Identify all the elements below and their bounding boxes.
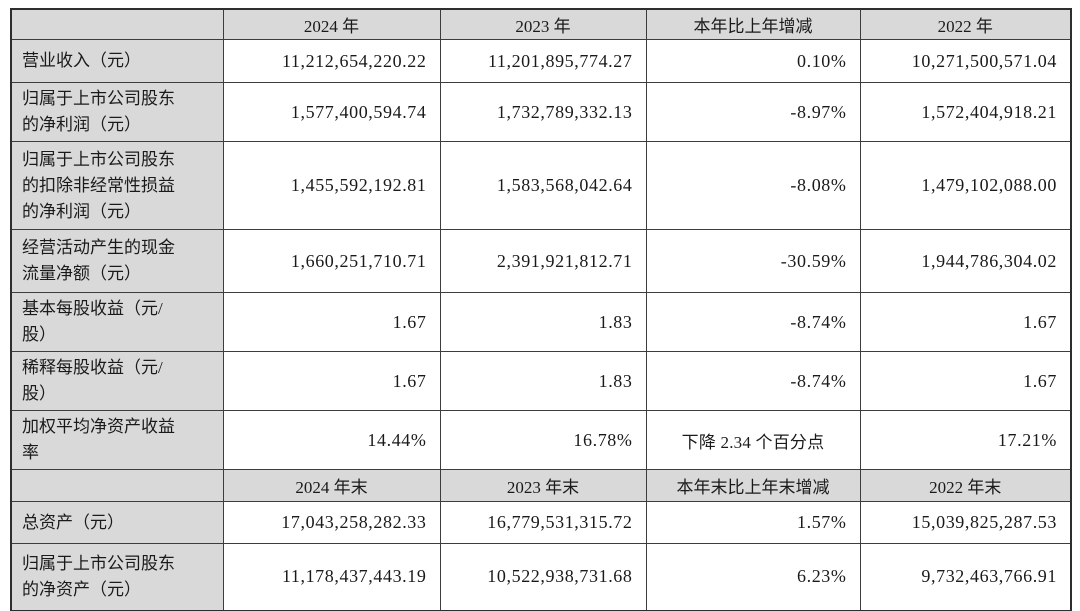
row-label: 归属于上市公司股东 的净资产（元） [10,543,224,611]
header-row-period-end: 2024 年末 2023 年末 本年末比上年末增减 2022 年末 [10,469,1072,502]
cell-change: 1.57% [645,501,861,544]
cell-2023: 16,779,531,315.72 [439,501,647,544]
row-label: 稀释每股收益（元/ 股） [10,351,224,411]
cell-2022: 17.21% [859,410,1072,470]
cell-2022: 15,039,825,287.53 [859,501,1072,544]
cell-change: -30.59% [645,229,861,293]
cell-change: -8.08% [645,141,861,230]
header-empty-cell [10,8,224,40]
cell-2022: 1.67 [859,351,1072,411]
cell-2024: 1,455,592,192.81 [222,141,441,230]
header-end-change: 本年末比上年末增减 [645,469,861,502]
financial-summary-table: 2024 年 2023 年 本年比上年增减 2022 年 营业收入（元） 11,… [10,8,1072,611]
cell-2024: 1.67 [222,351,441,411]
cell-2024: 17,043,258,282.33 [222,501,441,544]
row-label: 基本每股收益（元/ 股） [10,292,224,352]
header-row-annual: 2024 年 2023 年 本年比上年增减 2022 年 [10,8,1072,40]
cell-2024: 11,178,437,443.19 [222,543,441,611]
table-row-total-assets: 总资产（元） 17,043,258,282.33 16,779,531,315.… [10,501,1072,544]
row-label: 经营活动产生的现金 流量净额（元） [10,229,224,293]
table-row-weighted-avg-roe: 加权平均净资产收益 率 14.44% 16.78% 下降 2.34 个百分点 1… [10,410,1072,470]
table-row-net-profit-excl-nonrecurring: 归属于上市公司股东 的扣除非经常性损益 的净利润（元） 1,455,592,19… [10,141,1072,230]
cell-2023: 1.83 [439,292,647,352]
cell-2023: 16.78% [439,410,647,470]
row-label: 归属于上市公司股东 的净利润（元） [10,82,224,142]
cell-2022: 10,271,500,571.04 [859,39,1072,83]
row-label: 总资产（元） [10,501,224,544]
cell-change: 下降 2.34 个百分点 [645,410,861,470]
cell-2023: 1,732,789,332.13 [439,82,647,142]
table-row-net-assets: 归属于上市公司股东 的净资产（元） 11,178,437,443.19 10,5… [10,543,1072,611]
cell-2022: 1.67 [859,292,1072,352]
cell-2022: 1,572,404,918.21 [859,82,1072,142]
header-2022-end: 2022 年末 [859,469,1072,502]
header-2024: 2024 年 [222,8,441,40]
cell-2023: 10,522,938,731.68 [439,543,647,611]
table-row-basic-eps: 基本每股收益（元/ 股） 1.67 1.83 -8.74% 1.67 [10,292,1072,352]
cell-2023: 11,201,895,774.27 [439,39,647,83]
cell-change: 6.23% [645,543,861,611]
cell-2022: 1,944,786,304.02 [859,229,1072,293]
cell-2024: 11,212,654,220.22 [222,39,441,83]
row-label: 加权平均净资产收益 率 [10,410,224,470]
cell-2023: 1.83 [439,351,647,411]
cell-change: -8.74% [645,292,861,352]
table-row-diluted-eps: 稀释每股收益（元/ 股） 1.67 1.83 -8.74% 1.67 [10,351,1072,411]
cell-2024: 1,660,251,710.71 [222,229,441,293]
table-row-operating-cash-flow: 经营活动产生的现金 流量净额（元） 1,660,251,710.71 2,391… [10,229,1072,293]
cell-2022: 1,479,102,088.00 [859,141,1072,230]
header-2024-end: 2024 年末 [222,469,441,502]
header-2023: 2023 年 [439,8,647,40]
cell-2023: 1,583,568,042.64 [439,141,647,230]
cell-2023: 2,391,921,812.71 [439,229,647,293]
cell-2024: 1.67 [222,292,441,352]
cell-2024: 14.44% [222,410,441,470]
table-row-revenue: 营业收入（元） 11,212,654,220.22 11,201,895,774… [10,39,1072,83]
cell-change: -8.97% [645,82,861,142]
row-label: 归属于上市公司股东 的扣除非经常性损益 的净利润（元） [10,141,224,230]
header-yoy-change: 本年比上年增减 [645,8,861,40]
header-2023-end: 2023 年末 [439,469,647,502]
row-label: 营业收入（元） [10,39,224,83]
cell-change: 0.10% [645,39,861,83]
cell-2024: 1,577,400,594.74 [222,82,441,142]
cell-change: -8.74% [645,351,861,411]
table-row-net-profit: 归属于上市公司股东 的净利润（元） 1,577,400,594.74 1,732… [10,82,1072,142]
header-empty-cell [10,469,224,502]
header-2022: 2022 年 [859,8,1072,40]
cell-2022: 9,732,463,766.91 [859,543,1072,611]
